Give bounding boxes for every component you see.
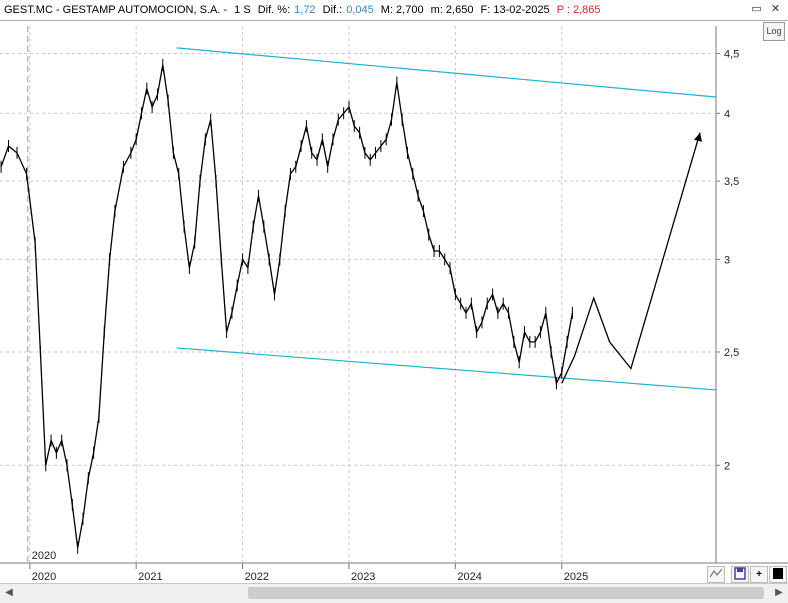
channel-line	[176, 47, 717, 98]
year-marker-label: 2020	[32, 550, 56, 562]
scroll-thumb[interactable]	[248, 587, 764, 599]
min-label: m: 2,650	[430, 4, 474, 16]
black-square-icon[interactable]	[769, 566, 787, 583]
y-tick-label: 2	[724, 460, 730, 472]
price-chart: 4,5 4 3,5 3 2,5 2 2020 2021 2022 2023 2024 2025 2020	[0, 26, 788, 583]
plus-icon[interactable]: +	[750, 566, 768, 583]
projection-arrowhead	[694, 132, 703, 142]
x-tick-label: 2023	[351, 571, 375, 583]
y-tick-label: 2,5	[724, 347, 739, 359]
chart-header: GEST.MC - GESTAMP AUTOMOCION, S.A. - 1 S…	[0, 0, 788, 21]
save-icon[interactable]	[731, 566, 749, 583]
period-label: 1 S	[234, 4, 251, 16]
date-label: F: 13-02-2025	[480, 4, 550, 16]
x-tick-label: 2022	[245, 571, 269, 583]
y-tick-label: 4	[724, 108, 730, 120]
scroll-left-icon[interactable]: ◀	[5, 587, 13, 598]
y-tick-label: 3	[724, 254, 730, 266]
price-label: P : 2,865	[556, 4, 601, 16]
x-tick-label: 2025	[564, 571, 588, 583]
zigzag-icon[interactable]	[707, 566, 725, 583]
scroll-right-icon[interactable]: ▶	[775, 587, 783, 598]
channel-line	[176, 347, 717, 391]
horizontal-scrollbar[interactable]: ◀ ▶	[0, 583, 788, 603]
close-icon[interactable]: ✕	[770, 3, 781, 15]
max-label: M: 2,700	[380, 4, 424, 16]
dif-value: 0,045	[346, 4, 374, 16]
dif-pct-value: 1,72	[294, 4, 316, 16]
dif-pct-label: Dif. %:	[257, 4, 291, 16]
minimize-icon[interactable]: ▭	[751, 3, 762, 15]
x-tick-label: 2024	[457, 571, 481, 583]
ticker-label: GEST.MC - GESTAMP AUTOMOCION, S.A. -	[4, 4, 228, 16]
x-tick-label: 2021	[138, 571, 162, 583]
log-scale-button[interactable]: Log	[763, 22, 785, 41]
x-tick-label: 2020	[32, 571, 56, 583]
y-tick-label: 4,5	[724, 48, 739, 60]
y-tick-label: 3,5	[724, 176, 739, 188]
projection-line	[561, 132, 701, 384]
dif-label: Dif.:	[322, 4, 343, 16]
price-series-line	[0, 64, 574, 548]
